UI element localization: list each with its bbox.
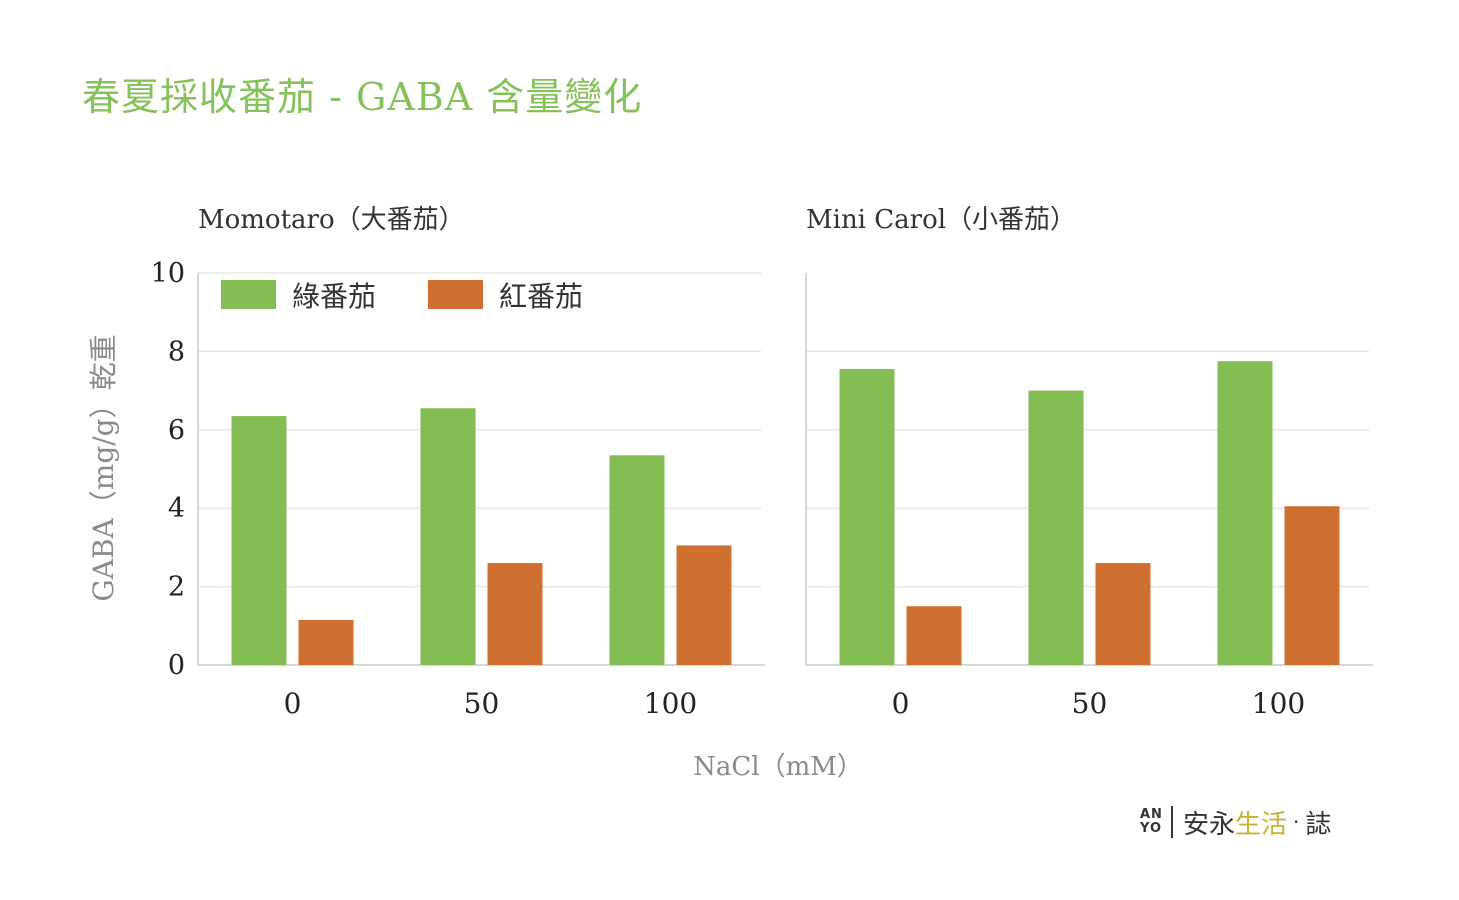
brand-logo: AN YO 安永 生活 · 誌 (1140, 800, 1331, 844)
y-tick-label: 2 (168, 572, 185, 603)
bar-red-100 (676, 545, 732, 665)
logo-text-accent: 生活 (1234, 809, 1287, 840)
logo-mark-bottom: YO (1140, 821, 1163, 836)
x-tick-label: 0 (284, 687, 302, 720)
x-tick-label: 0 (892, 687, 910, 720)
panel-title: Momotaro（大番茄） (198, 205, 465, 235)
logo-text-suffix: 誌 (1305, 809, 1332, 840)
panel-title: Mini Carol（小番茄） (806, 205, 1076, 235)
logo-mark-icon: AN YO (1140, 808, 1163, 836)
legend-swatch (221, 280, 276, 309)
y-tick-label: 0 (168, 650, 185, 681)
legend-swatch (428, 280, 483, 309)
bar-green-0 (231, 416, 287, 665)
chart-title: 春夏採收番茄 - GABA 含量變化 (82, 75, 643, 119)
logo-text-dark: 安永 (1182, 809, 1235, 840)
logo-divider (1170, 806, 1173, 838)
x-axis-label: NaCl（mM） (693, 752, 863, 782)
bar-green-50 (420, 408, 476, 665)
bar-red-50 (1095, 563, 1151, 665)
logo-mark-top: AN (1140, 807, 1163, 822)
y-tick-label: 4 (168, 493, 185, 524)
bar-green-0 (839, 369, 895, 665)
y-tick-label: 10 (151, 258, 185, 289)
x-tick-label: 50 (464, 687, 500, 720)
y-tick-label: 6 (168, 415, 185, 446)
x-tick-label: 50 (1072, 687, 1108, 720)
y-axis-label: GABA（mg/g）乾重 (87, 334, 120, 601)
legend-label: 綠番茄 (292, 280, 376, 313)
bar-red-100 (1284, 506, 1340, 665)
bar-green-100 (609, 455, 665, 665)
bar-green-50 (1028, 390, 1084, 665)
logo-dot: · (1292, 810, 1300, 834)
y-tick-label: 8 (168, 336, 185, 367)
bar-red-0 (906, 606, 962, 665)
legend-label: 紅番茄 (499, 280, 583, 313)
x-tick-label: 100 (1252, 687, 1305, 720)
bar-green-100 (1217, 361, 1273, 665)
bar-red-0 (298, 619, 354, 665)
bar-red-50 (487, 563, 543, 665)
x-tick-label: 100 (644, 687, 697, 720)
